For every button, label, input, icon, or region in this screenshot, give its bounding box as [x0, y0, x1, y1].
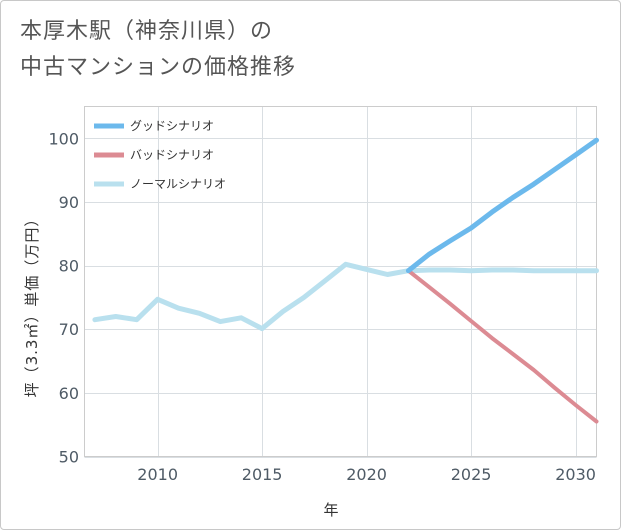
- legend-label: バッドシナリオ: [130, 148, 214, 162]
- y-tick-label: 70: [59, 320, 79, 339]
- y-tick-label: 60: [59, 384, 79, 403]
- x-tick-label: 2030: [555, 465, 596, 484]
- x-tick-label: 2015: [242, 465, 283, 484]
- x-tick-label: 2010: [137, 465, 178, 484]
- plot-area: [84, 106, 597, 457]
- tick-labels: 50 60 70 80 90 100 2010 2015 2020 2025 2030: [48, 129, 596, 484]
- y-tick-label: 100: [48, 129, 79, 148]
- x-tick-label: 2025: [451, 465, 492, 484]
- series-line-1: [405, 137, 599, 274]
- chart-title-line-1: 本厚木駅（神奈川県）の: [20, 19, 274, 44]
- chart-title: 本厚木駅（神奈川県）の 中古マンションの価格推移: [20, 14, 296, 86]
- series-line-2: [406, 268, 599, 424]
- chart-title-line-2: 中古マンションの価格推移: [20, 55, 297, 80]
- series-line-3: [92, 261, 599, 332]
- y-axis-label: 坪（3.3㎡）単価（万円）: [23, 211, 41, 398]
- legend-label: ノーマルシナリオ: [130, 177, 226, 191]
- series-lines: [92, 137, 599, 424]
- y-tick-label: 80: [59, 257, 79, 276]
- legend-label: グッドシナリオ: [130, 119, 214, 133]
- x-tick-label: 2020: [346, 465, 387, 484]
- x-axis-label: 年: [323, 501, 338, 519]
- y-tick-label: 90: [59, 193, 79, 212]
- y-tick-label: 50: [59, 448, 79, 467]
